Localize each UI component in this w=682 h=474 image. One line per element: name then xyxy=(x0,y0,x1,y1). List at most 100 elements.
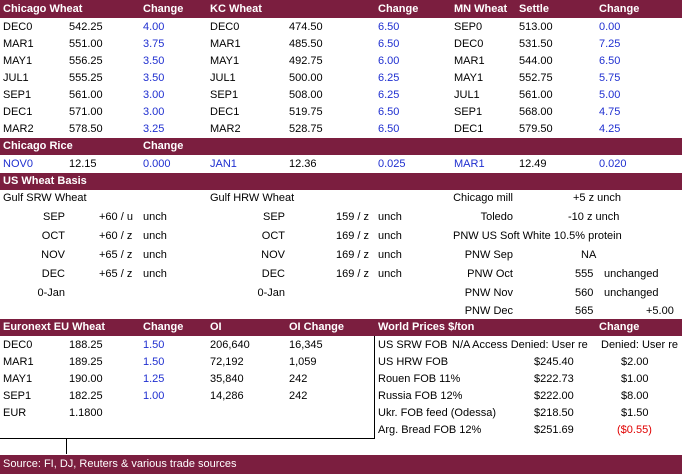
change-cell: 6.00 xyxy=(378,55,400,67)
basis-month: SEP xyxy=(262,211,285,223)
change-cell: 1.50 xyxy=(143,356,165,368)
change-cell: 6.25 xyxy=(378,89,400,101)
chicago-wheat-title: Chicago Wheat xyxy=(3,3,83,15)
change-cell: 6.25 xyxy=(378,72,400,84)
month-cell: MAY1 xyxy=(454,72,484,84)
price-cell: 531.50 xyxy=(519,38,553,50)
change-cell: 3.00 xyxy=(143,106,165,118)
basis-title: US Wheat Basis xyxy=(3,175,87,187)
world-box-divider xyxy=(66,438,67,454)
basis-change: unch xyxy=(378,268,402,280)
basis-change: unch xyxy=(143,211,167,223)
euronext-world-header-band xyxy=(0,319,682,336)
oi-change-cell: 16,345 xyxy=(289,339,323,351)
oi-cell: 35,840 xyxy=(210,373,244,385)
pnw-change: unchanged xyxy=(604,287,659,299)
rice-price: 12.36 xyxy=(289,158,317,170)
basis-value: +65 / z xyxy=(99,268,133,280)
month-cell: JUL1 xyxy=(3,72,29,84)
oi-change-cell: 242 xyxy=(289,390,308,402)
futures-header-band xyxy=(0,0,682,18)
price-cell: 561.00 xyxy=(519,89,553,101)
eur-label: EUR xyxy=(3,407,27,419)
basis-change: unch xyxy=(378,230,402,242)
month-cell: JUL1 xyxy=(210,72,236,84)
world-price: $222.00 xyxy=(534,390,574,402)
pnw-value: NA xyxy=(581,249,597,261)
basis-value: 169 / z xyxy=(336,268,370,280)
basis-month: DEC xyxy=(261,268,285,280)
change-cell: 3.50 xyxy=(143,72,165,84)
price-cell: 190.00 xyxy=(69,373,103,385)
change-cell: 1.25 xyxy=(143,373,165,385)
month-cell: SEP1 xyxy=(454,106,483,118)
change-cell: 0.00 xyxy=(599,21,621,33)
world-change: $1.00 xyxy=(621,373,649,385)
month-cell: MAY1 xyxy=(210,55,240,67)
price-cell: 485.50 xyxy=(289,38,323,50)
price-cell: 578.50 xyxy=(69,123,103,135)
price-cell: 189.25 xyxy=(69,356,103,368)
world-label: Rouen FOB 11% xyxy=(378,373,461,385)
toledo-label: Toledo xyxy=(480,211,513,223)
pnw-value: 565 xyxy=(575,305,594,317)
change-cell: 3.50 xyxy=(143,55,165,67)
rice-header-band xyxy=(0,138,682,155)
basis-change: unch xyxy=(378,211,402,223)
footer-band xyxy=(0,455,682,474)
month-cell: DEC1 xyxy=(210,106,240,118)
month-cell: DEC1 xyxy=(454,123,484,135)
price-cell: 551.00 xyxy=(69,38,103,50)
month-cell: DEC0 xyxy=(3,339,33,351)
euronext-oi-change-header: OI Change xyxy=(289,321,345,333)
chicago-mill-value: +5 z unch xyxy=(573,192,622,204)
gulf-hrw-title: Gulf HRW Wheat xyxy=(210,192,295,204)
pnw-title: PNW US Soft White 10.5% protein xyxy=(453,230,622,242)
basis-month: OCT xyxy=(41,230,65,242)
world-change-negative: ($0.55) xyxy=(617,424,652,436)
euronext-title: Euronext EU Wheat xyxy=(3,321,106,333)
rice-price: 12.15 xyxy=(69,158,97,170)
basis-value: 159 / z xyxy=(336,211,370,223)
month-cell: MAR1 xyxy=(210,38,241,50)
basis-month: NOV xyxy=(261,249,285,261)
eur-value: 1.1800 xyxy=(69,407,103,419)
euronext-oi-header: OI xyxy=(210,321,222,333)
month-cell: SEP1 xyxy=(3,89,32,101)
world-label: Ukr. FOB feed (Odessa) xyxy=(378,407,496,419)
month-cell: JUL1 xyxy=(454,89,480,101)
price-cell: 528.75 xyxy=(289,123,323,135)
mn-wheat-title: MN Wheat xyxy=(454,3,508,15)
footer-source: Source: FI, DJ, Reuters & various trade … xyxy=(3,458,237,470)
oi-change-cell: 1,059 xyxy=(289,356,317,368)
price-cell: 474.50 xyxy=(289,21,323,33)
month-cell: MAR2 xyxy=(210,123,241,135)
world-prices-title: World Prices $/ton xyxy=(378,321,475,333)
month-cell: SEP1 xyxy=(210,89,239,101)
price-cell: 561.00 xyxy=(69,89,103,101)
price-cell: 182.25 xyxy=(69,390,103,402)
basis-value: 169 / z xyxy=(336,249,370,261)
change-cell: 3.00 xyxy=(143,89,165,101)
rice-month: MAR1 xyxy=(454,158,485,170)
oi-cell: 14,286 xyxy=(210,390,244,402)
world-label: US SRW FOB xyxy=(378,339,448,351)
price-cell: 555.25 xyxy=(69,72,103,84)
pnw-change: +5.00 xyxy=(646,305,674,317)
month-cell: SEP0 xyxy=(454,21,483,33)
rice-price: 12.49 xyxy=(519,158,547,170)
basis-change: unch xyxy=(143,268,167,280)
world-label: US HRW FOB xyxy=(378,356,449,368)
basis-month: 0-Jan xyxy=(257,287,285,299)
gulf-srw-title: Gulf SRW Wheat xyxy=(3,192,87,204)
pnw-month: PNW Oct xyxy=(467,268,513,280)
month-cell: MAY1 xyxy=(3,55,33,67)
rice-change-header: Change xyxy=(143,140,184,152)
rice-change: 0.000 xyxy=(143,158,171,170)
basis-month: DEC xyxy=(41,268,65,280)
pnw-value: 555 xyxy=(575,268,594,280)
month-cell: DEC0 xyxy=(210,21,240,33)
basis-month: NOV xyxy=(41,249,65,261)
basis-month: 0-Jan xyxy=(37,287,65,299)
price-cell: 552.75 xyxy=(519,72,553,84)
